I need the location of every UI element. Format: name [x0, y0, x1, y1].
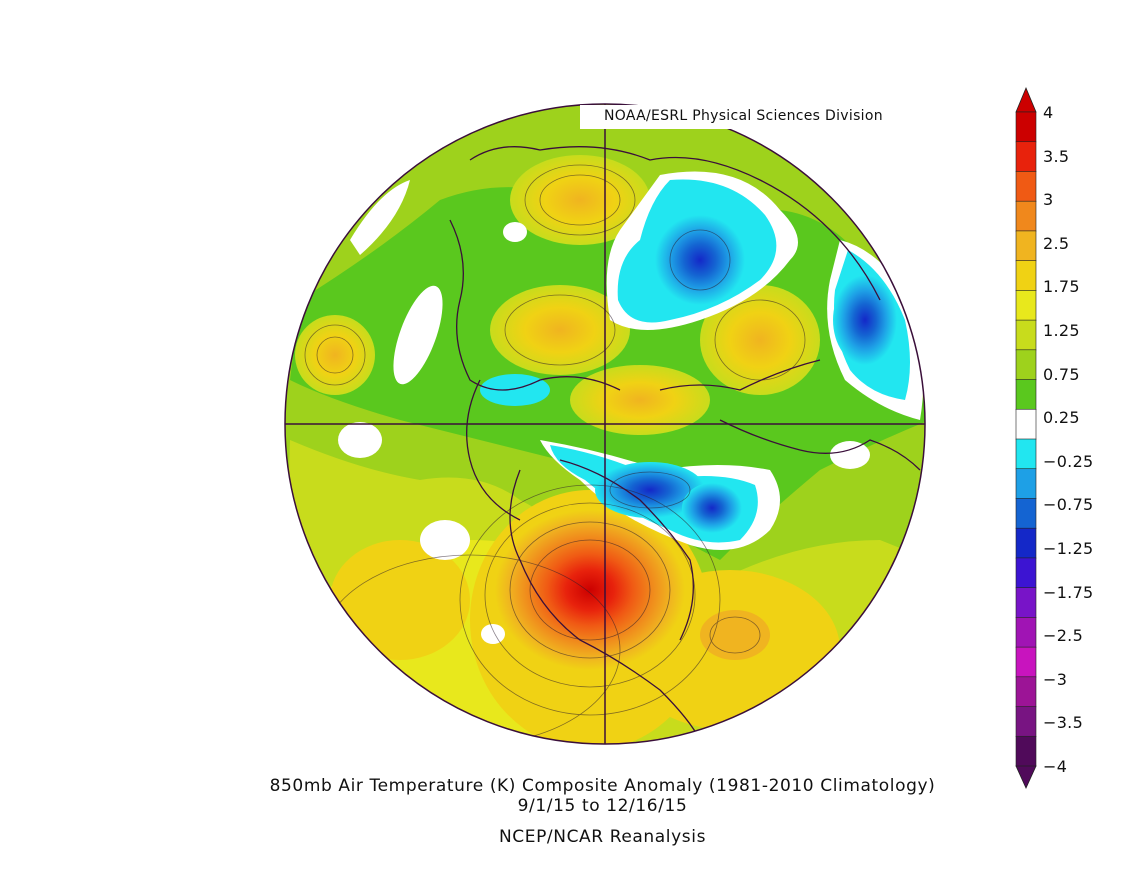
colorbar-segment [1015, 676, 1037, 708]
colorbar-arrow-top [1015, 86, 1037, 113]
colorbar-tick-label: 4 [1043, 103, 1054, 122]
colorbar [1015, 86, 1037, 789]
colorbar-tick-label: 2.5 [1043, 233, 1070, 253]
colorbar-tick-label: 1.75 [1043, 277, 1080, 297]
colorbar-tick-label: 0.75 [1043, 364, 1080, 384]
colorbar-segment [1015, 171, 1037, 202]
colorbar-tick-label: 1.25 [1043, 321, 1080, 340]
colorbar-segment [1015, 438, 1037, 470]
colorbar-tick-label: −2.5 [1043, 626, 1084, 646]
colorbar-tick-label: −0.25 [1043, 451, 1094, 471]
colorbar-tick-label: 0.25 [1043, 408, 1080, 428]
colorbar-segment [1015, 349, 1037, 381]
colorbar-segment [1015, 617, 1037, 648]
colorbar-segment [1015, 200, 1037, 232]
colorbar-tick-label: −1.75 [1043, 582, 1094, 602]
caption-dates: 9/1/15 to 12/16/15 [517, 796, 688, 816]
colorbar-segment [1015, 111, 1037, 143]
colorbar-segment [1015, 498, 1037, 529]
credit-background [580, 105, 925, 129]
colorbar-segment [1015, 468, 1037, 500]
colorbar-tick-label: −1.25 [1043, 539, 1094, 558]
colorbar-segment [1015, 706, 1037, 737]
colorbar-tick-label: −3 [1043, 669, 1068, 689]
colorbar-tick-label: 3 [1043, 190, 1054, 210]
colorbar-tick-label: −0.75 [1043, 495, 1094, 515]
colorbar-tick-label: −3.5 [1043, 713, 1084, 733]
colorbar-segment [1015, 587, 1037, 618]
colorbar-segment [1015, 408, 1037, 440]
colorbar-tick-label: 3.5 [1043, 146, 1070, 166]
colorbar-segment [1015, 141, 1037, 173]
colorbar-segment [1015, 290, 1037, 321]
colorbar-segment [1015, 646, 1037, 678]
colorbar-segment [1015, 735, 1037, 767]
colorbar-segment [1015, 379, 1037, 410]
colorbar-segment [1015, 319, 1037, 351]
colorbar-segment [1015, 260, 1037, 291]
colorbar-arrow-bottom [1015, 765, 1037, 789]
caption-title: 850mb Air Temperature (K) Composite Anom… [269, 776, 936, 796]
colorbar-segment [1015, 230, 1037, 262]
caption-source: NCEP/NCAR Reanalysis [498, 827, 707, 847]
colorbar-segment [1015, 557, 1037, 589]
credit-label: NOAA/ESRL Physical Sciences Division [604, 108, 883, 124]
colorbar-segment [1015, 527, 1037, 559]
colorbar-tick-label: −4 [1043, 757, 1068, 776]
